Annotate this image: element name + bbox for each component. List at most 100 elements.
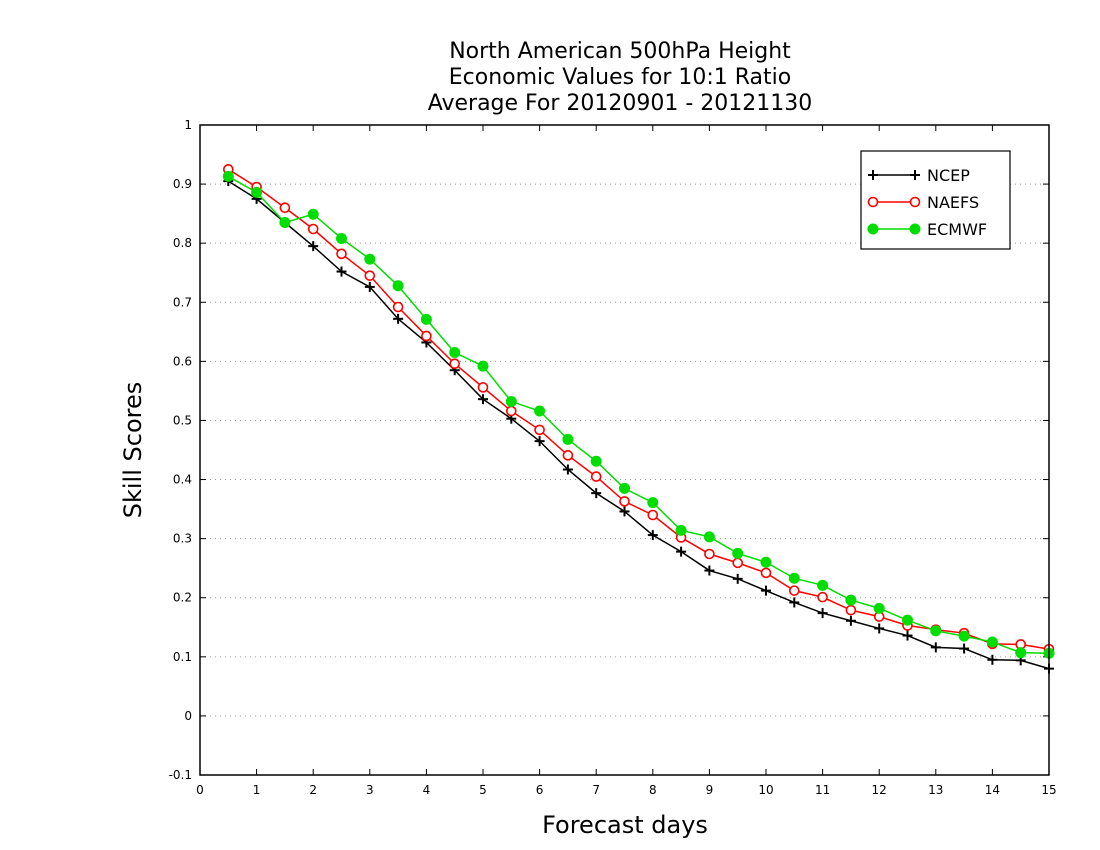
data-point-ncep	[789, 597, 800, 608]
chart-title-line-1: North American 500hPa Height	[449, 39, 791, 64]
x-tick-label: 8	[649, 783, 657, 797]
data-point-ecmwf	[930, 625, 942, 637]
data-point-naefs	[788, 585, 800, 596]
data-point-ecmwf	[364, 253, 376, 265]
y-tick-label: 0.9	[173, 177, 192, 191]
grid	[200, 183, 1049, 717]
x-tick-label: 4	[423, 783, 431, 797]
data-point-naefs	[336, 248, 347, 260]
data-point-naefs	[364, 270, 376, 281]
legend-box	[860, 150, 1011, 250]
data-point-ncep	[619, 506, 630, 517]
y-tick-label: 0.3	[173, 532, 192, 546]
x-tick-label: 14	[985, 783, 1000, 797]
chart-title: North American 500hPa Height Economic Va…	[428, 39, 813, 116]
data-point-ecmwf	[845, 594, 857, 606]
x-tick-label: 0	[196, 783, 204, 797]
series-group	[222, 164, 1055, 674]
chart-title-line-2: Economic Values for 10:1 Ratio	[449, 65, 791, 90]
x-tick-label: 12	[872, 783, 887, 797]
data-point-ncep	[845, 615, 856, 626]
x-tick-label: 1	[253, 783, 261, 797]
x-tick-label: 9	[706, 783, 714, 797]
data-point-ncep	[534, 436, 545, 447]
data-point-ncep	[336, 266, 347, 277]
data-point-ncep	[732, 573, 743, 584]
data-point-ncep	[562, 464, 573, 475]
data-point-ecmwf	[1015, 647, 1027, 659]
legend-marker-ecmwf	[909, 223, 921, 235]
x-tick-label: 7	[592, 783, 600, 797]
legend-label-ncep: NCEP	[927, 166, 970, 185]
data-point-ecmwf	[647, 497, 659, 509]
data-point-ecmwf	[817, 579, 829, 591]
x-tick-label: 13	[928, 783, 943, 797]
y-tick-label: 0.7	[173, 295, 192, 309]
data-point-ncep	[676, 546, 687, 557]
data-point-naefs	[845, 604, 857, 616]
x-axis: 0 1 2 3 4 5 6 7 8 9 10 11 12 13 14 15	[196, 125, 1057, 797]
data-point-ncep	[591, 488, 602, 499]
legend-label-naefs: NAEFS	[927, 193, 979, 212]
data-point-ncep	[308, 241, 319, 252]
data-point-naefs	[760, 567, 772, 579]
data-point-naefs	[590, 471, 602, 482]
data-point-naefs	[449, 358, 461, 370]
data-point-ecmwf	[958, 630, 970, 642]
data-point-ecmwf	[449, 347, 461, 358]
data-point-ecmwf	[788, 572, 800, 584]
series-ecmwf	[222, 170, 1055, 659]
legend-marker-ncep	[868, 170, 878, 180]
data-point-ecmwf	[307, 208, 319, 220]
legend-marker-ncep	[910, 170, 920, 180]
series-ncep	[223, 176, 1054, 674]
series-line-ncep	[227, 180, 1050, 670]
y-tick-label: 0.4	[173, 473, 192, 487]
data-point-naefs	[477, 382, 489, 393]
chart-title-line-3: Average For 20120901 - 20121130	[428, 91, 813, 116]
y-tick-label: 0.1	[173, 650, 192, 664]
y-tick-label: 0.6	[173, 354, 192, 368]
data-point-ecmwf	[420, 313, 432, 325]
x-tick-label: 3	[366, 783, 374, 797]
data-point-ecmwf	[703, 531, 715, 543]
data-point-ecmwf	[251, 186, 263, 198]
y-tick-label: 0.2	[173, 591, 192, 605]
data-point-naefs	[817, 591, 828, 603]
x-tick-label: 5	[479, 783, 487, 797]
legend: NCEP NAEFS ECMWF	[860, 150, 1011, 250]
data-point-ncep	[393, 313, 404, 324]
data-point-ncep	[478, 394, 488, 405]
y-tick-label: 0.8	[173, 236, 192, 250]
x-tick-label: 10	[758, 783, 773, 797]
x-tick-label: 11	[815, 783, 830, 797]
data-point-ecmwf	[392, 280, 404, 292]
data-point-ecmwf	[562, 433, 574, 445]
data-point-naefs	[392, 301, 404, 313]
legend-label-ecmwf: ECMWF	[927, 220, 987, 239]
legend-marker-naefs	[867, 196, 879, 208]
data-point-naefs	[704, 548, 715, 560]
data-point-ecmwf	[619, 482, 630, 494]
data-point-ecmwf	[675, 524, 687, 536]
data-point-naefs	[647, 509, 659, 521]
data-point-ecmwf	[222, 170, 234, 182]
data-point-ncep	[817, 608, 828, 619]
data-point-naefs	[307, 223, 319, 235]
data-point-ncep	[761, 585, 771, 596]
data-point-ncep	[930, 642, 941, 653]
x-tick-label: 2	[309, 783, 317, 797]
data-point-naefs	[732, 557, 744, 569]
data-point-ecmwf	[336, 232, 347, 244]
y-tick-label: -0.1	[169, 768, 192, 782]
data-point-naefs	[619, 496, 630, 507]
data-point-ecmwf	[986, 636, 998, 648]
y-axis-label: Skill Scores	[119, 382, 147, 519]
data-point-ncep	[647, 530, 658, 541]
data-point-ecmwf	[732, 547, 744, 559]
data-point-ecmwf	[873, 602, 885, 614]
data-point-naefs	[534, 424, 545, 436]
data-point-naefs	[562, 450, 574, 461]
data-point-naefs	[421, 330, 432, 342]
